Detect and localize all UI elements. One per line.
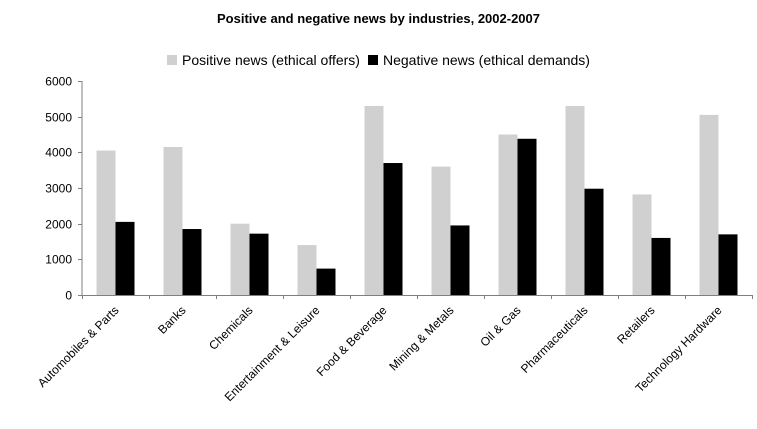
x-tick-label: Pharmaceuticals bbox=[518, 303, 591, 376]
legend-item-positive: Positive news (ethical offers) bbox=[167, 52, 360, 68]
bar-negative bbox=[383, 163, 403, 295]
bar-negative bbox=[450, 225, 470, 295]
bar-negative bbox=[651, 237, 671, 295]
bar-negative bbox=[517, 138, 537, 295]
bar-negative bbox=[182, 229, 202, 295]
y-tick-label: 3000 bbox=[45, 182, 72, 196]
bar-positive bbox=[230, 223, 250, 295]
x-tick-label: Retailers bbox=[614, 303, 657, 346]
legend-swatch-positive bbox=[167, 55, 178, 65]
bar-negative bbox=[584, 188, 604, 295]
x-tick-label: Chemicals bbox=[206, 303, 256, 353]
x-tick-label: Mining & Metals bbox=[386, 303, 456, 373]
x-tick-label: Banks bbox=[155, 303, 188, 336]
legend-label-negative: Negative news (ethical demands) bbox=[382, 52, 590, 68]
bar-positive bbox=[699, 114, 719, 295]
legend-label-positive: Positive news (ethical offers) bbox=[182, 52, 360, 68]
chart-title: Positive and negative news by industries… bbox=[217, 11, 540, 26]
legend-item-negative: Negative news (ethical demands) bbox=[367, 52, 590, 68]
y-tick-label: 4000 bbox=[45, 146, 72, 160]
bar-positive bbox=[297, 245, 317, 295]
bar-negative bbox=[115, 221, 135, 295]
x-tick-label: Food & Beverage bbox=[314, 303, 390, 379]
y-tick-label: 1000 bbox=[45, 253, 72, 267]
bar-positive bbox=[163, 146, 183, 295]
bar-positive bbox=[565, 105, 585, 295]
x-tick-label: Automobiles & Parts bbox=[35, 303, 122, 390]
bar-positive bbox=[364, 105, 384, 295]
y-tick-label: 5000 bbox=[45, 111, 72, 125]
bar-positive bbox=[632, 194, 652, 295]
legend-swatch-negative bbox=[367, 55, 378, 65]
x-tick-label: Oil & Gas bbox=[477, 303, 523, 349]
bar-negative bbox=[718, 234, 738, 295]
bar-negative bbox=[249, 233, 269, 295]
bar-negative bbox=[316, 268, 336, 295]
bar-positive bbox=[96, 150, 116, 295]
bar-positive bbox=[431, 166, 451, 295]
y-tick-label: 2000 bbox=[45, 218, 72, 232]
y-tick-label: 0 bbox=[65, 289, 72, 303]
bar-positive bbox=[498, 134, 518, 295]
y-tick-label: 6000 bbox=[45, 75, 72, 89]
legend: Positive news (ethical offers) Negative … bbox=[0, 52, 757, 68]
